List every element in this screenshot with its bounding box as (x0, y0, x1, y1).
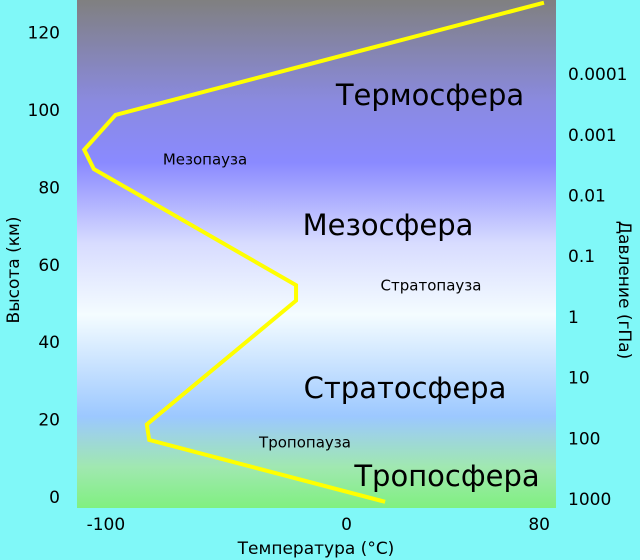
x-tick-label: -100 (87, 515, 126, 535)
y-tick-label: 40 (38, 333, 60, 353)
y-tick-label: 0 (49, 488, 60, 508)
y2-tick-label: 0.001 (568, 126, 617, 146)
y-tick-label: 60 (38, 256, 60, 276)
x-tick-label: 0 (341, 515, 352, 535)
y2-tick-label: 100 (568, 429, 600, 449)
y-axis-label: Высота (км) (4, 217, 24, 324)
y2-tick-label: 0.1 (568, 247, 595, 267)
y2-tick-label: 10 (568, 369, 590, 389)
x-axis-label: Температура (°C) (237, 539, 395, 559)
plot-area (77, 0, 556, 508)
annotation: Тропосфера (353, 459, 539, 493)
annotation: Мезопауза (163, 151, 247, 169)
y-tick-label: 120 (28, 24, 60, 44)
y2-tick-label: 0.0001 (568, 65, 627, 85)
y2-tick-label: 1000 (568, 490, 611, 510)
annotation: Стратосфера (304, 371, 507, 405)
annotation: Стратопауза (381, 277, 482, 295)
y2-tick-label: 1 (568, 308, 579, 328)
temperature-line (81, 0, 545, 504)
annotation: Тропопауза (258, 434, 351, 452)
y-tick-label: 20 (38, 411, 60, 431)
y2-tick-label: 0.01 (568, 186, 606, 206)
y2-axis-label: Давление (гПа) (614, 221, 634, 359)
y-tick-label: 80 (38, 178, 60, 198)
y-tick-label: 100 (28, 101, 60, 121)
annotation: Термосфера (335, 78, 524, 112)
annotation: Мезосфера (303, 208, 474, 242)
x-tick-label: 80 (528, 515, 550, 535)
